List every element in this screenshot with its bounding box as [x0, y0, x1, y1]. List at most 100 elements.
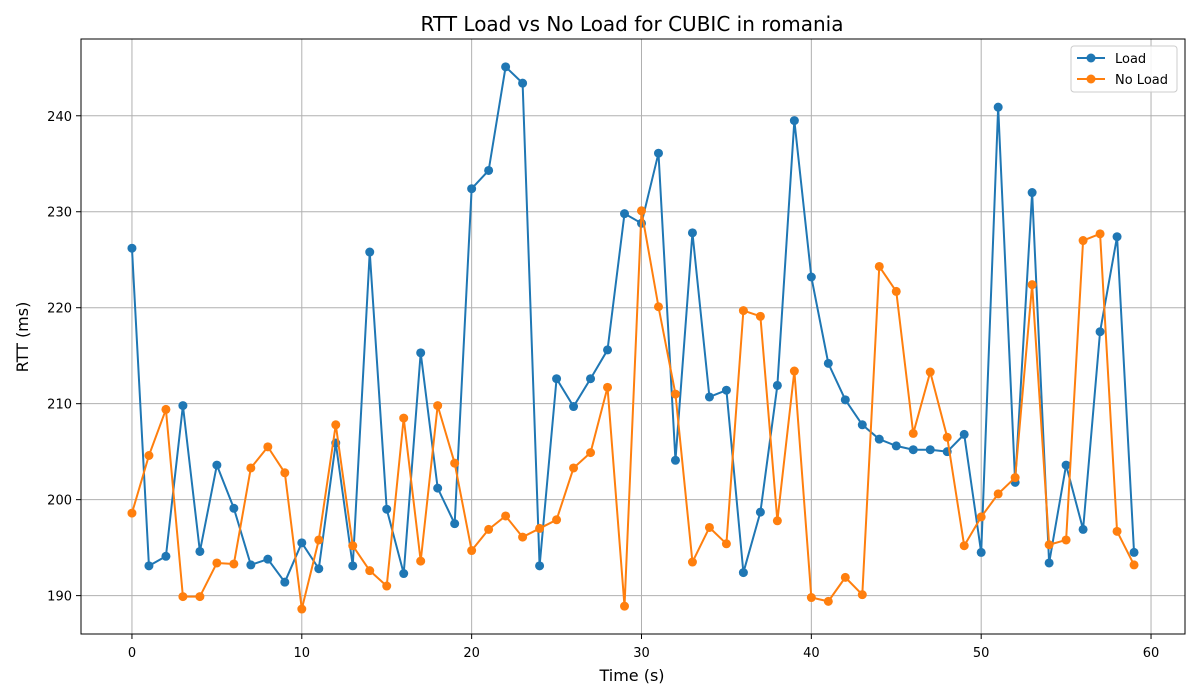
plot-area-frame	[80, 38, 1186, 635]
data-point-load	[976, 547, 986, 557]
data-point-no-load	[178, 592, 188, 602]
data-point-no-load	[161, 404, 171, 414]
y-axis-ticks: 190 200 210 220 230 240	[47, 110, 81, 605]
data-point-load	[484, 165, 494, 175]
data-point-no-load	[484, 524, 494, 534]
data-point-load	[704, 392, 714, 402]
data-point-load	[857, 420, 867, 430]
data-point-load	[144, 561, 154, 571]
data-point-load	[738, 568, 748, 578]
x-axis-ticks: 0 10 20 30 40 50 60	[128, 634, 1159, 661]
data-point-no-load	[297, 604, 307, 614]
data-point-no-load	[755, 311, 765, 321]
data-point-no-load	[433, 401, 443, 411]
data-point-load	[687, 228, 697, 238]
data-point-load	[874, 434, 884, 444]
data-point-no-load	[636, 206, 646, 216]
data-point-load	[1129, 547, 1139, 557]
data-point-no-load	[908, 428, 918, 438]
y-tick-label: 240	[47, 110, 72, 125]
x-tick-label: 0	[128, 646, 136, 661]
y-axis-label: RTT (ms)	[13, 302, 32, 373]
data-point-no-load	[212, 558, 222, 568]
data-point-load	[925, 445, 935, 455]
legend-marker-load	[1086, 53, 1096, 63]
data-point-load	[399, 569, 409, 579]
data-point-load	[314, 564, 324, 574]
legend-label-no-load: No Load	[1115, 73, 1168, 88]
data-point-load	[416, 348, 426, 358]
data-point-load	[1044, 558, 1054, 568]
series-line-no-load	[130, 209, 1135, 611]
data-point-load	[603, 345, 613, 355]
data-point-load	[450, 519, 460, 529]
data-point-no-load	[1129, 560, 1139, 570]
data-point-load	[501, 62, 511, 72]
series-no-load	[127, 206, 1139, 614]
data-point-load	[670, 455, 680, 465]
data-point-load	[382, 504, 392, 514]
x-tick-label: 40	[803, 646, 820, 661]
data-point-load	[212, 460, 222, 470]
data-point-load	[246, 560, 256, 570]
data-point-load	[552, 374, 562, 384]
data-point-load	[178, 401, 188, 411]
data-point-no-load	[840, 572, 850, 582]
data-point-no-load	[569, 463, 579, 473]
data-point-no-load	[586, 448, 596, 458]
data-point-no-load	[518, 532, 528, 542]
y-tick-label: 210	[47, 398, 72, 413]
data-point-load	[823, 358, 833, 368]
data-point-no-load	[1061, 535, 1071, 545]
data-point-load	[721, 385, 731, 395]
data-point-load	[1078, 524, 1088, 534]
data-point-load	[280, 577, 290, 587]
data-point-no-load	[959, 541, 969, 551]
data-point-no-load	[891, 286, 901, 296]
data-point-load	[653, 148, 663, 158]
data-point-no-load	[552, 515, 562, 525]
data-point-no-load	[942, 432, 952, 442]
data-point-no-load	[704, 522, 714, 532]
data-point-no-load	[806, 593, 816, 603]
data-point-load	[127, 243, 137, 253]
data-point-load	[1095, 327, 1105, 337]
data-point-no-load	[280, 468, 290, 478]
data-point-load	[348, 561, 358, 571]
data-point-no-load	[263, 442, 273, 452]
data-point-load	[365, 247, 375, 257]
series-layer	[127, 62, 1139, 614]
data-point-load	[806, 272, 816, 282]
data-point-load	[297, 538, 307, 548]
data-point-load	[1061, 460, 1071, 470]
x-tick-label: 10	[294, 646, 311, 661]
data-point-no-load	[535, 523, 545, 533]
data-point-no-load	[229, 559, 239, 569]
x-tick-label: 60	[1143, 646, 1160, 661]
data-point-no-load	[1027, 280, 1037, 290]
data-point-load	[1112, 232, 1122, 242]
data-point-no-load	[382, 581, 392, 591]
chart-title: RTT Load vs No Load for CUBIC in romania	[421, 12, 844, 36]
data-point-no-load	[670, 389, 680, 399]
data-point-load	[518, 78, 528, 88]
data-point-no-load	[416, 556, 426, 566]
data-point-no-load	[1044, 540, 1054, 550]
data-point-load	[569, 402, 579, 412]
data-point-load	[891, 441, 901, 451]
data-point-load	[959, 429, 969, 439]
data-point-no-load	[331, 420, 341, 430]
data-point-no-load	[195, 592, 205, 602]
data-point-load	[195, 546, 205, 556]
data-point-no-load	[314, 535, 324, 545]
legend: Load No Load	[1070, 45, 1178, 93]
x-tick-label: 30	[633, 646, 650, 661]
data-point-no-load	[620, 601, 630, 611]
data-point-no-load	[653, 302, 663, 312]
data-point-load	[535, 561, 545, 571]
data-point-no-load	[925, 367, 935, 377]
data-point-no-load	[450, 458, 460, 468]
data-point-load	[620, 209, 630, 219]
x-tick-label: 20	[463, 646, 480, 661]
